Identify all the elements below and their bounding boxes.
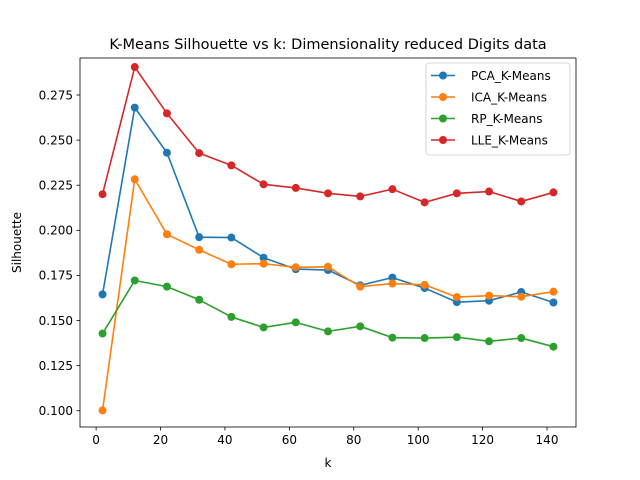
data-point-rp-k-means: [195, 295, 204, 304]
data-point-lle-k-means: [420, 198, 429, 207]
data-point-ica-k-means: [227, 260, 236, 269]
data-point-rp-k-means: [259, 323, 268, 332]
legend-label: RP_K-Means: [471, 112, 542, 126]
data-point-lle-k-means: [291, 183, 300, 192]
data-point-pca-k-means: [98, 290, 107, 299]
data-point-lle-k-means: [549, 188, 558, 197]
data-point-ica-k-means: [485, 291, 494, 300]
x-tick-label: 20: [153, 433, 168, 447]
data-point-ica-k-means: [259, 259, 268, 268]
series-layer: [98, 63, 558, 415]
data-point-lle-k-means: [195, 149, 204, 158]
data-point-rp-k-means: [130, 276, 139, 285]
y-tick-label: 0.275: [39, 88, 73, 102]
data-point-ica-k-means: [324, 262, 332, 271]
data-point-pca-k-means: [195, 233, 204, 242]
data-point-pca-k-means: [549, 298, 558, 307]
x-axis-label: k: [325, 456, 332, 470]
x-tick-label: 80: [346, 433, 361, 447]
legend-marker-swatch: [439, 93, 447, 101]
data-point-ica-k-means: [517, 292, 526, 301]
data-point-rp-k-means: [324, 327, 332, 336]
x-tick-label: 0: [92, 433, 100, 447]
series-line-rp-k-means: [101, 279, 554, 348]
data-point-pca-k-means: [130, 103, 139, 112]
series-rp-k-means: [98, 276, 558, 351]
data-point-pca-k-means: [259, 253, 268, 262]
legend-marker-swatch: [439, 71, 447, 80]
y-tick-label: 0.175: [39, 269, 73, 283]
data-point-lle-k-means: [485, 187, 494, 196]
data-point-rp-k-means: [485, 337, 494, 346]
series-lle-k-means: [98, 63, 558, 207]
y-tick-label: 0.200: [39, 224, 73, 238]
y-tick-label: 0.100: [39, 404, 73, 418]
data-point-ica-k-means: [549, 287, 558, 296]
y-axis-label: Silhouette: [10, 212, 24, 273]
legend-item: PCA_K-Means: [431, 69, 551, 83]
data-point-pca-k-means: [227, 233, 236, 242]
y-tick-label: 0.125: [39, 359, 73, 373]
legend-marker-swatch: [439, 136, 447, 144]
x-tick-label: 60: [282, 433, 297, 447]
data-point-rp-k-means: [291, 318, 300, 327]
data-point-lle-k-means: [356, 192, 365, 201]
data-point-lle-k-means: [517, 197, 526, 206]
x-tick-label: 120: [471, 433, 494, 447]
y-tick-label: 0.150: [39, 314, 73, 328]
data-point-lle-k-means: [324, 189, 332, 198]
series-ica-k-means: [98, 175, 558, 415]
legend: PCA_K-Means ICA_K-Means RP_K-Means LLE_K-Me…: [425, 62, 571, 156]
data-point-lle-k-means: [130, 63, 139, 72]
data-point-ica-k-means: [356, 282, 365, 291]
legend-item: LLE_K-Means: [431, 134, 548, 148]
chart-title: K-Means Silhouette vs k: Dimensionality …: [109, 37, 546, 53]
legend-frame: [425, 62, 571, 156]
data-point-lle-k-means: [98, 190, 107, 199]
x-tick-label: 140: [536, 433, 559, 447]
data-point-rp-k-means: [356, 322, 365, 331]
data-point-rp-k-means: [517, 334, 526, 343]
data-point-ica-k-means: [291, 263, 300, 272]
data-point-rp-k-means: [227, 312, 236, 321]
legend-label: PCA_K-Means: [471, 69, 551, 83]
legend-label: ICA_K-Means: [471, 91, 547, 105]
data-point-ica-k-means: [195, 245, 204, 254]
y-axis: 0.100 0.125 0.150 0.175 0.200 0.225 0.250 0.275: [39, 88, 80, 418]
data-point-rp-k-means: [162, 282, 171, 291]
y-tick-label: 0.250: [39, 133, 73, 147]
data-point-lle-k-means: [227, 161, 236, 170]
data-point-ica-k-means: [452, 293, 461, 302]
y-tick-label: 0.225: [39, 179, 73, 193]
legend-marker-swatch: [439, 114, 447, 123]
data-point-ica-k-means: [388, 279, 397, 288]
data-point-lle-k-means: [452, 189, 461, 198]
data-point-rp-k-means: [549, 342, 558, 351]
data-point-lle-k-means: [162, 109, 171, 118]
data-point-ica-k-means: [130, 175, 139, 184]
data-point-ica-k-means: [420, 280, 429, 289]
data-point-lle-k-means: [259, 180, 268, 189]
legend-item: RP_K-Means: [431, 112, 542, 126]
x-tick-label: 100: [407, 433, 430, 447]
data-point-pca-k-means: [162, 148, 171, 157]
x-tick-label: 40: [217, 433, 232, 447]
x-axis: 0 20 40 60 80 100 120 140: [92, 427, 558, 447]
plot-area-frame: [79, 57, 577, 428]
data-point-ica-k-means: [162, 230, 171, 239]
data-point-ica-k-means: [98, 406, 107, 415]
data-point-pca-k-means: [388, 273, 397, 282]
legend-label: LLE_K-Means: [471, 134, 548, 148]
data-point-rp-k-means: [388, 333, 397, 342]
data-point-lle-k-means: [388, 185, 397, 194]
data-point-rp-k-means: [452, 333, 461, 342]
data-point-rp-k-means: [420, 334, 429, 343]
legend-item: ICA_K-Means: [431, 91, 547, 105]
data-point-rp-k-means: [98, 329, 107, 338]
